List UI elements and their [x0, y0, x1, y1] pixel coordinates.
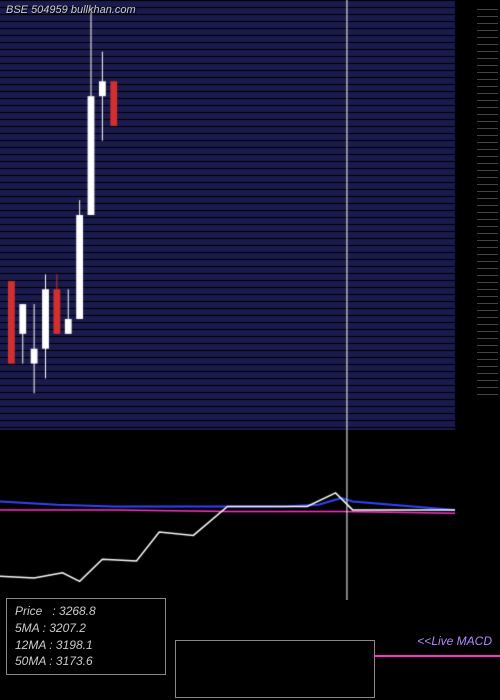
- price-info-box: Price : 3268.8 5MA : 3207.2 12MA : 3198.…: [6, 598, 166, 675]
- macd-line-extension: [374, 655, 500, 657]
- ma50-row: 50MA : 3173.6: [15, 653, 157, 670]
- candlestick-chart: [0, 0, 500, 430]
- macd-live-label: <<Live MACD: [417, 634, 492, 648]
- ma50-label: 50MA: [15, 654, 46, 668]
- y-axis-labels: ————————————————————————————————————————…: [477, 6, 498, 398]
- ma5-value: 3207.2: [49, 621, 86, 635]
- ma12-value: 3198.1: [56, 638, 93, 652]
- ma12-row: 12MA : 3198.1: [15, 637, 157, 654]
- price-row: Price : 3268.8: [15, 603, 157, 620]
- empty-annotation-box: [175, 640, 375, 698]
- ma50-value: 3173.6: [56, 654, 93, 668]
- macd-chart: [0, 430, 500, 600]
- ma12-label: 12MA: [15, 638, 46, 652]
- ma5-row: 5MA : 3207.2: [15, 620, 157, 637]
- price-label: Price: [15, 604, 42, 618]
- chart-title: BSE 504959 bullkhan.com: [6, 4, 136, 16]
- ma5-label: 5MA: [15, 621, 39, 635]
- price-value: 3268.8: [59, 604, 96, 618]
